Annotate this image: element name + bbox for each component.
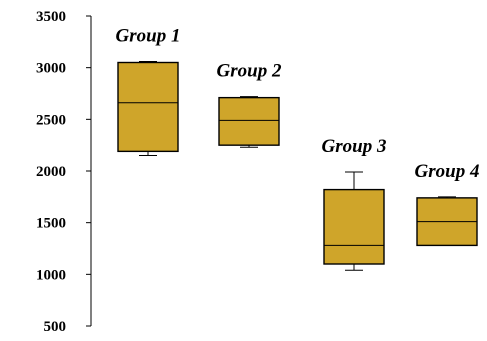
- y-tick-label: 500: [44, 319, 67, 335]
- box-group: Group 3: [322, 136, 387, 271]
- y-tick-label: 1500: [36, 216, 66, 232]
- y-tick-label: 2500: [36, 112, 66, 128]
- y-tick-label: 1000: [36, 267, 66, 283]
- box-iqr: [117, 61, 179, 153]
- y-tick-label: 2000: [36, 164, 66, 180]
- box-group: Group 1: [116, 25, 181, 156]
- y-tick-label: 3500: [36, 9, 66, 25]
- group-label: Group 2: [217, 61, 282, 82]
- box-group: Group 4: [415, 161, 480, 247]
- y-tick-label: 3000: [36, 61, 66, 77]
- box-series: Group 1 Group 2 Group 3 Group 4: [116, 25, 480, 271]
- box-group: Group 2: [217, 61, 282, 148]
- group-label: Group 3: [322, 136, 387, 157]
- box-iqr: [218, 96, 280, 146]
- group-label: Group 1: [116, 25, 181, 46]
- y-axis-ticks: 500 1000 1500 2000 2500 3000 3500: [36, 9, 91, 335]
- box-iqr: [323, 188, 385, 265]
- group-label: Group 4: [415, 161, 480, 182]
